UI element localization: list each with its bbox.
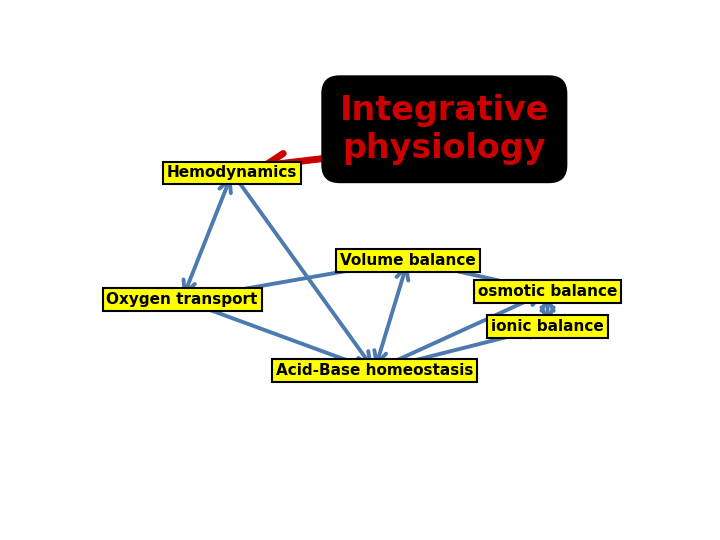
Text: osmotic balance: osmotic balance — [478, 284, 617, 299]
Text: Hemodynamics: Hemodynamics — [167, 165, 297, 180]
Text: ionic balance: ionic balance — [491, 319, 604, 334]
Text: Oxygen transport: Oxygen transport — [107, 292, 258, 307]
Text: Acid-Base homeostasis: Acid-Base homeostasis — [276, 363, 473, 378]
Text: Volume balance: Volume balance — [340, 253, 476, 268]
Text: Integrative
physiology: Integrative physiology — [340, 93, 549, 165]
